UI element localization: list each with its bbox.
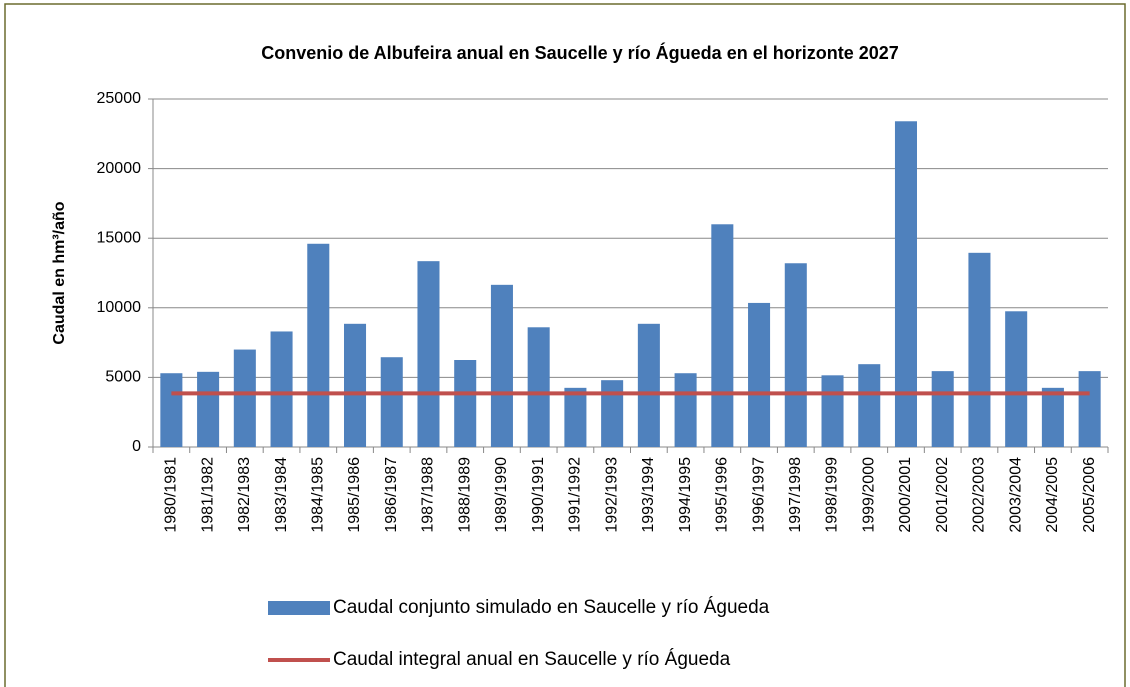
x-tick-label: 2001/2002 (934, 457, 951, 533)
bar (748, 302, 771, 447)
bar (894, 121, 917, 447)
bar (858, 364, 881, 447)
bar (1005, 311, 1028, 447)
bar (711, 224, 734, 447)
y-tick-label: 15000 (97, 229, 142, 246)
bar (490, 284, 513, 447)
x-tick-label: 1980/1981 (163, 457, 180, 533)
x-tick-label: 1985/1986 (346, 457, 363, 533)
x-tick-label: 1993/1994 (640, 457, 657, 533)
x-tick-label: 1982/1983 (236, 457, 253, 533)
bar (380, 357, 403, 447)
bar (160, 373, 183, 447)
bar (307, 243, 330, 447)
bar (564, 387, 587, 447)
x-tick-label: 1999/2000 (860, 457, 877, 533)
bar (674, 373, 697, 447)
bar (270, 331, 293, 447)
legend-swatch (268, 601, 330, 615)
x-tick-label: 1992/1993 (603, 457, 620, 533)
bar (784, 263, 807, 447)
bar (344, 323, 367, 447)
bar (1041, 387, 1064, 447)
x-tick-label: 1983/1984 (273, 457, 290, 533)
x-tick-label: 1994/1995 (677, 457, 694, 533)
legend-label: Caudal conjunto simulado en Saucelle y r… (333, 597, 770, 618)
x-tick-label: 1997/1998 (787, 457, 804, 533)
bar (417, 261, 440, 447)
x-tick-label: 1996/1997 (750, 457, 767, 533)
y-tick-label: 10000 (97, 299, 142, 316)
y-tick-label: 5000 (105, 369, 141, 386)
x-tick-label: 1984/1985 (310, 457, 327, 533)
x-tick-label: 1995/1996 (714, 457, 731, 533)
x-tick-label: 1990/1991 (530, 457, 547, 533)
x-tick-label: 2004/2005 (1044, 457, 1061, 533)
bar (233, 349, 256, 447)
x-tick-label: 1991/1992 (567, 457, 584, 533)
y-tick-label: 25000 (97, 90, 142, 107)
chart-title: Convenio de Albufeira anual en Saucelle … (261, 42, 899, 63)
bar (454, 360, 477, 447)
x-tick-label: 2002/2003 (971, 457, 988, 533)
x-tick-label: 1989/1990 (493, 457, 510, 533)
x-tick-label: 1988/1989 (456, 457, 473, 533)
x-tick-label: 1981/1982 (199, 457, 216, 533)
y-tick-label: 0 (132, 438, 141, 455)
x-tick-label: 1986/1987 (383, 457, 400, 533)
y-tick-label: 20000 (97, 160, 142, 177)
bar (527, 327, 550, 447)
chart-frame (4, 3, 1126, 687)
y-axis-label: Caudal en hm³/año (51, 201, 68, 344)
bar (821, 375, 844, 447)
bar (931, 371, 954, 447)
bar (637, 323, 660, 447)
bar (1078, 371, 1101, 447)
bar (601, 380, 624, 447)
x-tick-label: 2005/2006 (1081, 457, 1098, 533)
bar (197, 371, 220, 447)
x-tick-label: 1998/1999 (824, 457, 841, 533)
legend-label: Caudal integral anual en Saucelle y río … (333, 649, 731, 670)
x-tick-label: 1987/1988 (420, 457, 437, 533)
x-tick-label: 2003/2004 (1007, 457, 1024, 533)
x-tick-label: 2000/2001 (897, 457, 914, 533)
bar (968, 252, 991, 447)
